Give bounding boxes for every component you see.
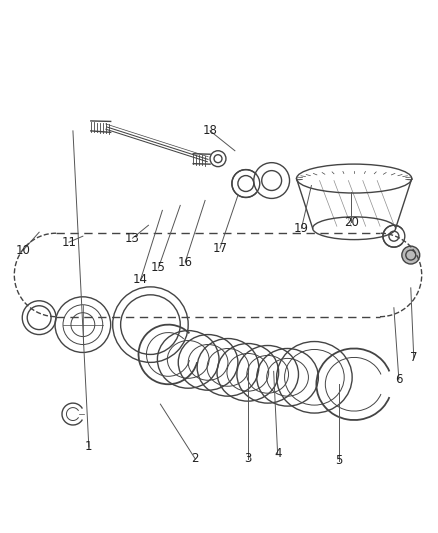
Text: 10: 10: [16, 244, 31, 256]
Text: 5: 5: [336, 454, 343, 467]
Text: 20: 20: [344, 216, 359, 229]
Text: 3: 3: [244, 453, 251, 465]
Text: 2: 2: [191, 453, 199, 465]
Text: 6: 6: [395, 373, 403, 386]
Text: 11: 11: [61, 236, 77, 249]
Circle shape: [402, 246, 420, 264]
Text: 18: 18: [203, 124, 218, 138]
Text: 14: 14: [133, 273, 148, 286]
Text: 1: 1: [85, 440, 92, 454]
Text: 15: 15: [151, 262, 166, 274]
Text: 4: 4: [274, 447, 281, 461]
Text: 16: 16: [178, 255, 193, 269]
Text: 13: 13: [125, 232, 140, 245]
Text: 19: 19: [294, 222, 309, 235]
Text: 17: 17: [212, 241, 227, 255]
Text: 7: 7: [410, 351, 417, 364]
